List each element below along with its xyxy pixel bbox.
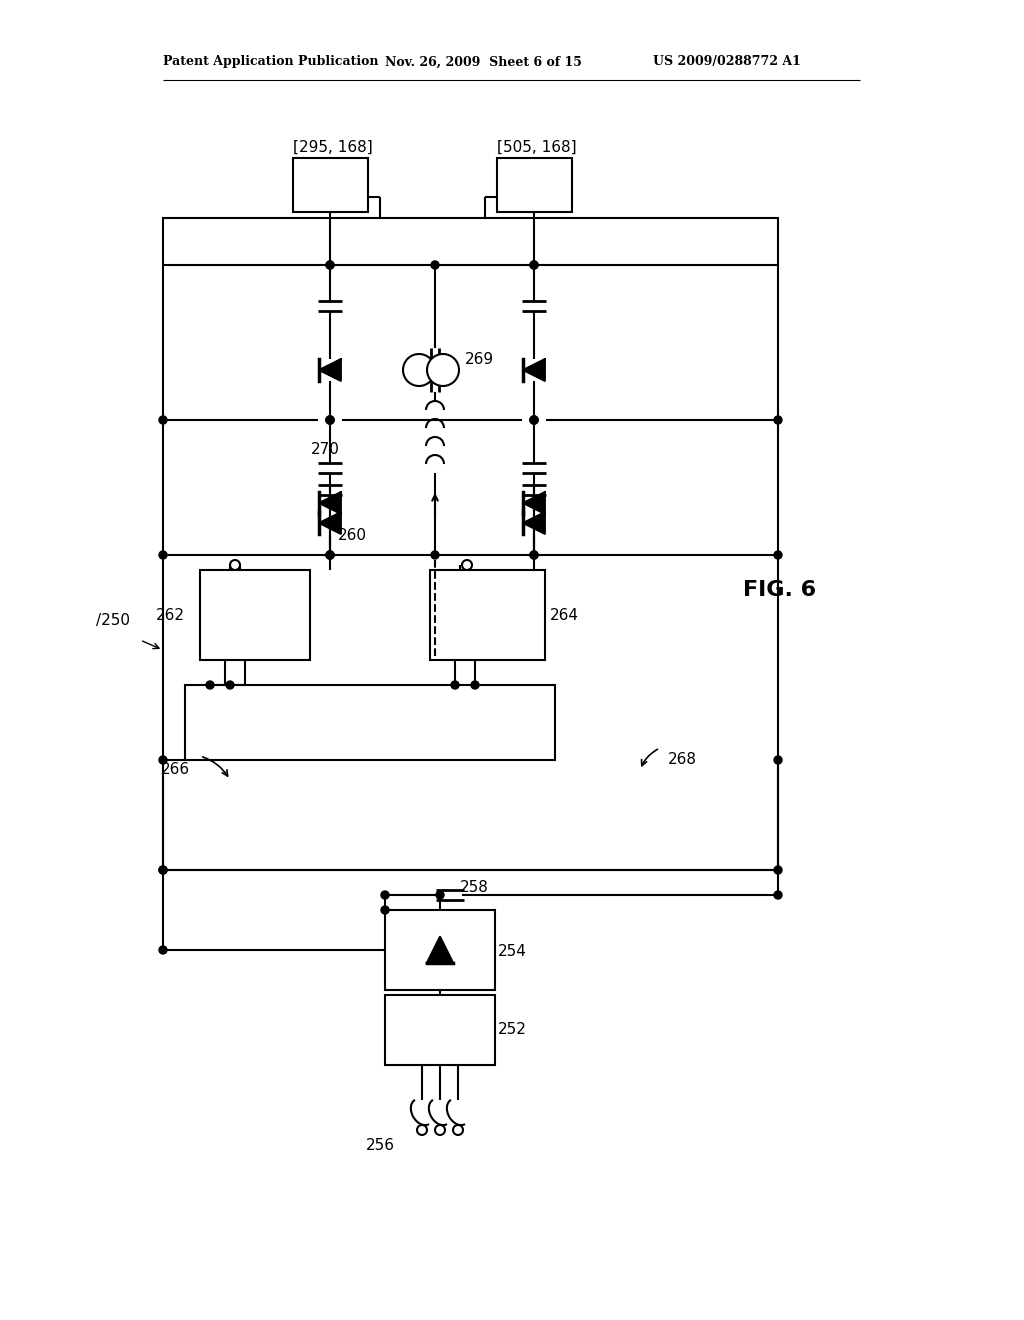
- Circle shape: [159, 756, 167, 764]
- Circle shape: [326, 261, 334, 269]
- Circle shape: [326, 261, 334, 269]
- Polygon shape: [523, 512, 545, 533]
- Circle shape: [417, 1125, 427, 1135]
- Polygon shape: [319, 492, 341, 513]
- Text: Patent Application Publication: Patent Application Publication: [163, 55, 379, 69]
- Circle shape: [471, 681, 479, 689]
- Circle shape: [431, 550, 439, 558]
- Circle shape: [530, 416, 538, 424]
- Circle shape: [381, 891, 389, 899]
- Circle shape: [326, 416, 334, 424]
- Circle shape: [435, 1125, 445, 1135]
- Circle shape: [774, 891, 782, 899]
- Circle shape: [326, 550, 334, 558]
- Text: US 2009/0288772 A1: US 2009/0288772 A1: [653, 55, 801, 69]
- Text: 260: 260: [338, 528, 367, 543]
- Text: [295, 168]: [295, 168]: [293, 140, 373, 154]
- Circle shape: [530, 416, 538, 424]
- Circle shape: [530, 550, 538, 558]
- Text: FIG. 6: FIG. 6: [743, 579, 816, 601]
- Text: 266: 266: [161, 763, 190, 777]
- Bar: [293, 158, 368, 213]
- Circle shape: [774, 866, 782, 874]
- Text: 269: 269: [465, 352, 495, 367]
- Circle shape: [451, 681, 459, 689]
- Circle shape: [326, 416, 334, 424]
- Bar: [385, 995, 495, 1065]
- Bar: [163, 218, 778, 870]
- Circle shape: [230, 560, 240, 570]
- Polygon shape: [319, 359, 341, 380]
- Text: 264: 264: [550, 607, 579, 623]
- Bar: [385, 909, 495, 990]
- Bar: [430, 570, 545, 660]
- Circle shape: [326, 416, 334, 424]
- Circle shape: [462, 560, 472, 570]
- Circle shape: [774, 416, 782, 424]
- Bar: [497, 158, 572, 213]
- Circle shape: [530, 550, 538, 558]
- Polygon shape: [427, 937, 454, 964]
- Polygon shape: [523, 492, 545, 513]
- Circle shape: [159, 550, 167, 558]
- Text: 268: 268: [668, 752, 697, 767]
- Text: /250: /250: [96, 612, 130, 627]
- Circle shape: [530, 416, 538, 424]
- Circle shape: [431, 261, 439, 269]
- Circle shape: [226, 681, 234, 689]
- Circle shape: [774, 550, 782, 558]
- Circle shape: [159, 866, 167, 874]
- Circle shape: [381, 906, 389, 913]
- Bar: [185, 685, 555, 760]
- Circle shape: [530, 261, 538, 269]
- Circle shape: [774, 756, 782, 764]
- Circle shape: [206, 681, 214, 689]
- Text: 254: 254: [498, 945, 527, 960]
- Circle shape: [326, 550, 334, 558]
- Circle shape: [159, 866, 167, 874]
- Bar: [200, 570, 310, 660]
- Text: 262: 262: [156, 607, 185, 623]
- Circle shape: [436, 891, 444, 899]
- Circle shape: [159, 946, 167, 954]
- Text: Nov. 26, 2009  Sheet 6 of 15: Nov. 26, 2009 Sheet 6 of 15: [385, 55, 582, 69]
- Text: [505, 168]: [505, 168]: [497, 140, 577, 154]
- Text: 258: 258: [460, 880, 488, 895]
- Circle shape: [403, 354, 435, 385]
- Circle shape: [427, 354, 459, 385]
- Circle shape: [530, 261, 538, 269]
- Circle shape: [326, 550, 334, 558]
- Circle shape: [159, 416, 167, 424]
- Polygon shape: [523, 359, 545, 380]
- Text: 256: 256: [366, 1138, 395, 1152]
- Text: 270: 270: [311, 442, 340, 458]
- Circle shape: [453, 1125, 463, 1135]
- Text: 252: 252: [498, 1023, 527, 1038]
- Polygon shape: [319, 512, 341, 533]
